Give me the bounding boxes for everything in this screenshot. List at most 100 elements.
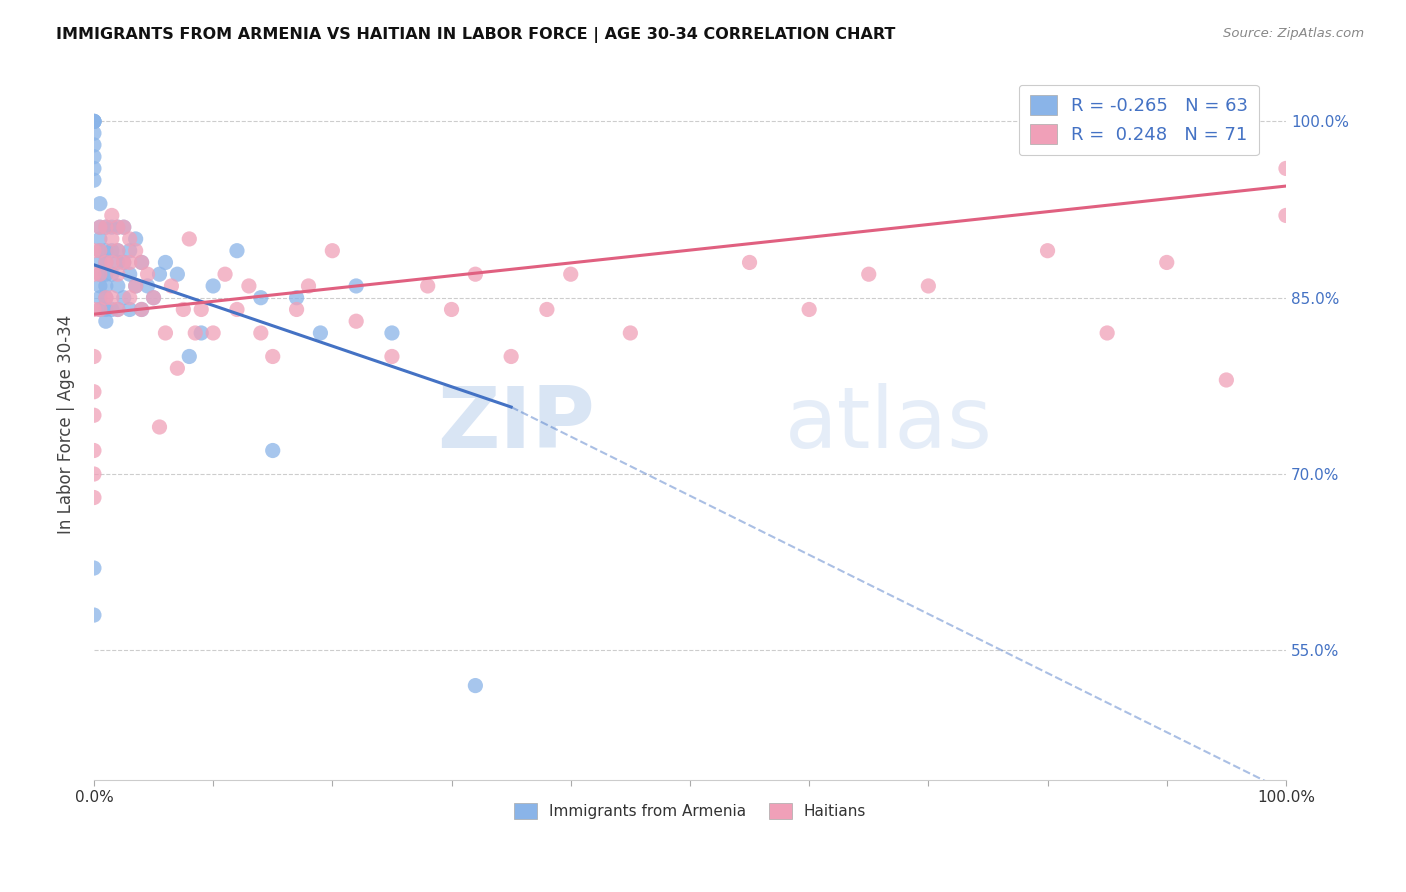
Point <box>112 255 135 269</box>
Point <box>83 137 105 152</box>
Point <box>107 255 129 269</box>
Point <box>131 302 153 317</box>
Point <box>226 244 249 258</box>
Point <box>297 279 319 293</box>
Point <box>107 244 129 258</box>
Point <box>118 255 141 269</box>
Point <box>250 326 273 340</box>
Point <box>83 161 105 176</box>
Point <box>89 302 111 317</box>
Point <box>83 150 105 164</box>
Point <box>94 255 117 269</box>
Text: ZIP: ZIP <box>437 383 595 466</box>
Point <box>179 232 201 246</box>
Point <box>124 232 146 246</box>
Point <box>124 279 146 293</box>
Point <box>155 255 177 269</box>
Point <box>89 279 111 293</box>
Point <box>536 302 558 317</box>
Point <box>381 350 404 364</box>
Point <box>101 267 124 281</box>
Point <box>83 114 105 128</box>
Point <box>83 561 105 575</box>
Point <box>89 255 111 269</box>
Point <box>344 314 367 328</box>
Point <box>101 209 124 223</box>
Point <box>262 443 284 458</box>
Text: IMMIGRANTS FROM ARMENIA VS HAITIAN IN LABOR FORCE | AGE 30-34 CORRELATION CHART: IMMIGRANTS FROM ARMENIA VS HAITIAN IN LA… <box>56 27 896 43</box>
Point <box>501 350 523 364</box>
Text: atlas: atlas <box>786 383 993 466</box>
Point <box>124 244 146 258</box>
Point <box>226 302 249 317</box>
Point <box>107 279 129 293</box>
Point <box>262 350 284 364</box>
Point <box>118 267 141 281</box>
Text: Source: ZipAtlas.com: Source: ZipAtlas.com <box>1223 27 1364 40</box>
Point <box>83 443 105 458</box>
Point <box>83 114 105 128</box>
Y-axis label: In Labor Force | Age 30-34: In Labor Force | Age 30-34 <box>58 315 75 533</box>
Point <box>101 255 124 269</box>
Point <box>190 302 212 317</box>
Point <box>155 326 177 340</box>
Point <box>83 126 105 140</box>
Point <box>107 220 129 235</box>
Point <box>89 267 111 281</box>
Point <box>89 244 111 258</box>
Point <box>83 409 105 423</box>
Point <box>214 267 236 281</box>
Legend: Immigrants from Armenia, Haitians: Immigrants from Armenia, Haitians <box>508 797 872 825</box>
Point <box>107 302 129 317</box>
Point <box>101 291 124 305</box>
Point <box>1275 209 1298 223</box>
Point <box>1156 255 1178 269</box>
Point <box>118 232 141 246</box>
Point <box>619 326 641 340</box>
Point <box>89 196 111 211</box>
Point <box>1215 373 1237 387</box>
Point <box>142 291 165 305</box>
Point <box>112 220 135 235</box>
Point <box>131 255 153 269</box>
Point <box>190 326 212 340</box>
Point <box>101 244 124 258</box>
Point <box>179 350 201 364</box>
Point <box>83 467 105 481</box>
Point <box>89 232 111 246</box>
Point <box>440 302 463 317</box>
Point <box>238 279 260 293</box>
Point <box>94 279 117 293</box>
Point <box>797 302 820 317</box>
Point <box>131 255 153 269</box>
Point <box>83 114 105 128</box>
Point <box>1095 326 1118 340</box>
Point <box>118 244 141 258</box>
Point <box>83 244 105 258</box>
Point <box>160 279 183 293</box>
Point <box>94 220 117 235</box>
Point <box>136 267 159 281</box>
Point <box>917 279 939 293</box>
Point <box>1036 244 1059 258</box>
Point <box>112 291 135 305</box>
Point <box>250 291 273 305</box>
Point <box>118 291 141 305</box>
Point <box>285 291 308 305</box>
Point <box>344 279 367 293</box>
Point <box>89 244 111 258</box>
Point <box>94 291 117 305</box>
Point <box>166 361 188 376</box>
Point <box>89 220 111 235</box>
Point <box>101 220 124 235</box>
Point <box>285 302 308 317</box>
Point <box>83 350 105 364</box>
Point <box>94 255 117 269</box>
Point <box>94 314 117 328</box>
Point <box>89 302 111 317</box>
Point <box>858 267 880 281</box>
Point <box>83 384 105 399</box>
Point <box>309 326 332 340</box>
Point <box>738 255 761 269</box>
Point <box>83 267 105 281</box>
